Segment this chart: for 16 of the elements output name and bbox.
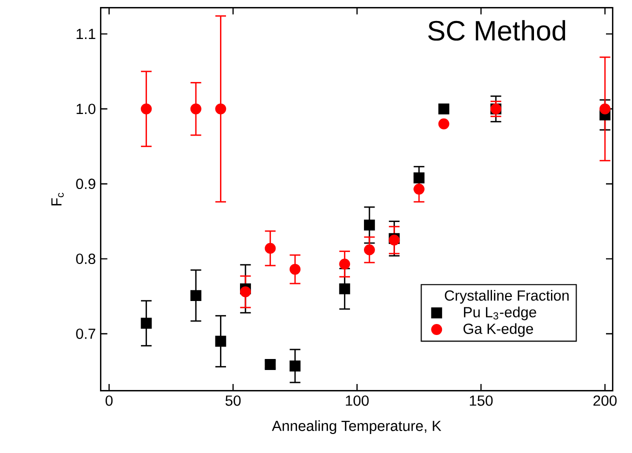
x-axis-title: Annealing Temperature, K <box>272 420 442 434</box>
chart-title: SC Method <box>428 20 566 41</box>
y-tick-label: 0.7 <box>76 328 96 339</box>
y-tick-label: 1.1 <box>76 28 96 40</box>
x-tick-label: 0 <box>106 395 113 406</box>
legend-label: Pu L$_{3}$-edge <box>464 306 536 320</box>
y-tick-label: 0.9 <box>76 178 96 190</box>
x-tick-label: 150 <box>470 395 493 406</box>
y-tick-label: 1.0 <box>76 104 96 114</box>
x-tick-label: 200 <box>593 395 617 406</box>
y-tick-label: 0.8 <box>76 254 96 264</box>
legend-label: Ga K-edge <box>464 323 534 337</box>
legend-title: Crystalline Fraction <box>444 290 569 304</box>
x-tick-label: 50 <box>226 395 241 406</box>
y-axis-title: F$_{c}$ <box>51 192 64 206</box>
x-tick-label: 100 <box>346 395 369 406</box>
